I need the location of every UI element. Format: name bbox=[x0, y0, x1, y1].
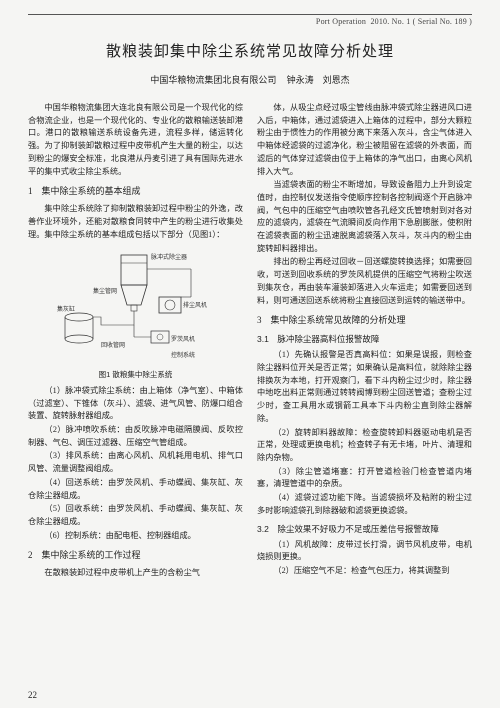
dust-system-diagram: 脉冲式除尘器 集灰缸 集尘管网 排尘风机 罗茨风机 回收管网 控制系统 bbox=[51, 247, 221, 367]
list-item-4: （4）回送系统：由罗茨风机、手动蝶阀、集灰缸、灰仓除尘器组成。 bbox=[28, 477, 243, 502]
section-3-heading: 3 集中除尘系统常见故障的分析处理 bbox=[257, 314, 472, 328]
right-column: 体，从吸尘点经过吸尘管线由脉冲袋式除尘器进风口进入后，中箱体，通过滤袋进入上箱体… bbox=[257, 102, 472, 581]
page-number: 22 bbox=[28, 690, 37, 700]
s31-p3: （3）除尘管道堵塞：打开管道检验门检查管道内堵塞，清理管道中的杂质。 bbox=[257, 466, 472, 491]
article-title: 散粮装卸集中除尘系统常见故障分析处理 bbox=[28, 40, 472, 61]
list-item-6: （6）控制系统：由配电柜、控制器组成。 bbox=[28, 530, 243, 543]
list-item-5: （5）回收系统：由罗茨风机、手动蝶阀、集灰缸、灰仓除尘器组成。 bbox=[28, 503, 243, 528]
running-header: Port Operation 2010. No. 1 ( Serial No. … bbox=[28, 17, 472, 26]
authors: 钟永涛 刘恩杰 bbox=[287, 75, 350, 85]
section-2-heading: 2 集中除尘系统的工作过程 bbox=[28, 549, 243, 563]
list-item-1: （1）脉冲袋式除尘系统：由上箱体（净气室）、中箱体（过滤室）、下锥体（灰斗）、滤… bbox=[28, 385, 243, 423]
body-columns: 中国华粮物流集团大连北良有限公司是一个现代化的综合物流企业，也是一个现代化的、专… bbox=[28, 102, 472, 581]
intro-para: 中国华粮物流集团大连北良有限公司是一个现代化的综合物流企业，也是一个现代化的、专… bbox=[28, 102, 243, 178]
s31-p2: （2）旋转卸料器故障：检查旋转卸料器驱动电机是否正常，处理或更换电机；检查转子有… bbox=[257, 427, 472, 465]
svg-text:脉冲式除尘器: 脉冲式除尘器 bbox=[151, 253, 187, 261]
journal-issue: No. 1 ( Serial No. 189 ) bbox=[392, 17, 472, 26]
section-1-heading: 1 集中除尘系统的基本组成 bbox=[28, 185, 243, 199]
section-3-2-heading: 3.2 除尘效果不好吸力不足或压差信号报警故障 bbox=[257, 523, 472, 536]
s32-p1: （1）风机故障：皮带过长打滑，调节风机皮带，电机烧损则更换。 bbox=[257, 539, 472, 564]
list-item-2: （2）脉冲喷吹系统：由反吹脉冲电磁隔膜阀、反吹控制器、气包、调压过滤器、压缩空气… bbox=[28, 424, 243, 449]
r-para-3: 排出的粉尘再经过回收－回送螺旋转换选择；如需要回收，可送到回收系统的罗茨风机提供… bbox=[257, 256, 472, 307]
r-para-2: 当滤袋表面的粉尘不断增加，导致设备阻力上升到设定值时，由控制仪发送指令使顺序控制… bbox=[257, 179, 472, 255]
affiliation: 中国华粮物流集团北良有限公司 bbox=[150, 75, 276, 85]
svg-text:集灰缸: 集灰缸 bbox=[57, 305, 75, 313]
svg-text:罗茨风机: 罗茨风机 bbox=[171, 335, 195, 343]
header-rule bbox=[28, 14, 472, 15]
svg-text:集尘管网: 集尘管网 bbox=[93, 287, 117, 295]
s32-p2: （2）压缩空气不足：检查气包压力，将其调整到 bbox=[257, 565, 472, 578]
affiliation-line: 中国华粮物流集团北良有限公司 钟永涛 刘恩杰 bbox=[28, 73, 472, 86]
journal-year: 2010. bbox=[370, 17, 389, 26]
journal-name: Port Operation bbox=[316, 17, 366, 26]
section-1-para: 集中除尘系统除了抑制散粮装卸过程中粉尘的外逸，改善作业环境外，还能对散粮食同转中… bbox=[28, 203, 243, 241]
section-3-1-heading: 3.1 脉冲除尘器高料位报警故障 bbox=[257, 333, 472, 346]
svg-text:排尘风机: 排尘风机 bbox=[183, 301, 207, 309]
r-para-1: 体，从吸尘点经过吸尘管线由脉冲袋式除尘器进风口进入后，中箱体，通过滤袋进入上箱体… bbox=[257, 102, 472, 178]
svg-text:回收管网: 回收管网 bbox=[101, 341, 125, 349]
s31-p1: （1）先确认报警是否真高料位：如果是误报，则检查除尘器料位开关是否正常；如果确认… bbox=[257, 349, 472, 425]
figure-1-caption: 图1 散粮集中除尘系统 bbox=[28, 369, 243, 381]
left-column: 中国华粮物流集团大连北良有限公司是一个现代化的综合物流企业，也是一个现代化的、专… bbox=[28, 102, 243, 581]
s31-p4: （4）滤袋过滤功能下降。当滤袋损坏及粘附的粉尘过多时影响滤袋孔到除器破和滤袋更换… bbox=[257, 492, 472, 517]
section-2-para: 在散粮装卸过程中皮带机上产生的含粉尘气 bbox=[28, 567, 243, 580]
figure-1: 脉冲式除尘器 集灰缸 集尘管网 排尘风机 罗茨风机 回收管网 控制系统 bbox=[51, 247, 221, 367]
svg-text:控制系统: 控制系统 bbox=[171, 351, 195, 359]
list-item-3: （3）排风系统：由离心风机、风机耗用电机、排气口风管、流量调整阀组成。 bbox=[28, 450, 243, 475]
